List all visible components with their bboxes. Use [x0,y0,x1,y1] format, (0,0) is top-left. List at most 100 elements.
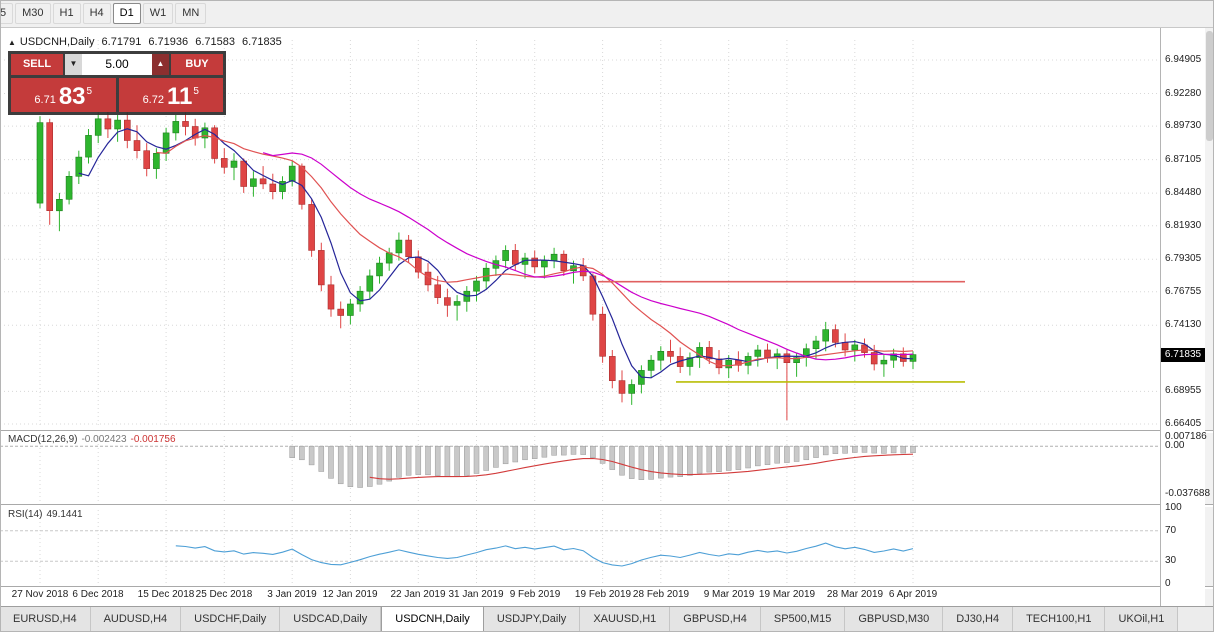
date-axis-label: 3 Jan 2019 [267,589,317,600]
macd-value-main: -0.002423 [81,434,127,445]
candle-body [705,347,713,360]
chart-tab-dj30-h4[interactable]: DJ30,H4 [943,607,1014,632]
candle-body [366,275,374,292]
candle-body [201,127,209,139]
macd-bar [716,445,722,472]
timeframe-button-h1[interactable]: H1 [52,3,81,24]
scrollbar-thumb[interactable] [1206,31,1213,141]
macd-bar [464,445,470,476]
buy-button[interactable]: BUY [171,54,223,75]
macd-axis-label: 0.007186 [1165,431,1207,442]
chart-tab-sp500-m15[interactable]: SP500,M15 [760,607,846,632]
chart-tab-xauusd-h1[interactable]: XAUUSD,H1 [580,607,671,632]
vertical-scrollbar[interactable] [1204,28,1214,606]
volume-decrease-button[interactable]: ▼ [65,54,82,75]
volume-increase-button[interactable]: ▲ [152,54,169,75]
candle-body [812,340,820,349]
macd-bar [890,445,897,454]
macd-bar [803,445,810,461]
buy-price-small: 6.72 [142,94,164,106]
macd-bar [881,445,887,454]
buy-price[interactable]: 6.72 11 5 [118,78,223,112]
macd-bar [590,445,596,459]
candle-body [608,356,616,381]
date-axis[interactable]: 27 Nov 2018 6 Dec 2018 15 Dec 2018 25 Dec 2… [0,589,1160,605]
timeframe-button-m30[interactable]: M30 [15,3,51,24]
date-axis-label: 15 Dec 2018 [137,589,195,600]
candle-body [851,344,859,351]
macd-bar [774,445,780,464]
candle-body [502,250,509,261]
macd-bar [580,445,586,455]
candle-body [317,250,325,286]
macd-bar [861,445,868,453]
candle-body [172,121,180,134]
macd-axis-label: -0.037688 [1165,488,1211,499]
macd-bar [541,445,548,458]
macd-bar [599,445,606,464]
sell-price-big: 83 [58,83,86,110]
rsi-axis-label: 30 [1165,555,1177,566]
candle-body [221,158,228,168]
macd-bar [813,445,819,458]
chart-tab-usdcnh-daily[interactable]: USDCNH,Daily [381,607,484,632]
macd-bar [434,445,441,476]
timeframe-button-w1[interactable]: W1 [142,3,174,24]
price-axis-label: 6.81930 [1165,220,1202,231]
chart-tab-audusd-h4[interactable]: AUDUSD,H4 [90,607,182,632]
rsi-pane-separator[interactable] [0,504,1214,507]
macd-bar [745,445,751,469]
sell-button[interactable]: SELL [11,54,63,75]
sell-price[interactable]: 6.71 83 5 [11,78,116,112]
timeframe-button-mn[interactable]: MN [175,3,207,24]
candle-body [832,329,839,343]
macd-bar [677,445,683,477]
macd-bar [367,445,373,487]
macd-bar [910,445,916,453]
chart-tab-ukoil-h1[interactable]: UKOil,H1 [1105,607,1179,632]
candle-body [453,301,461,306]
date-axis-label: 19 Mar 2019 [758,589,816,600]
macd-bar [522,445,528,461]
candle-body [686,357,694,367]
chart-tab-gbpusd-h4[interactable]: GBPUSD,H4 [670,607,761,632]
ohlc-close: 6.71835 [242,36,282,48]
candle-body [65,176,73,200]
rsi-value: 49.1441 [46,509,83,520]
timeframe-button-h4[interactable]: H4 [82,3,111,24]
ohlc-low: 6.71583 [195,36,235,48]
macd-pane-separator[interactable] [0,430,1214,433]
macd-bar [531,445,538,459]
candle-body [36,122,44,204]
chart-tab-eurusd-h4[interactable]: EURUSD,H4 [0,607,91,632]
macd-label: MACD(12,26,9) -0.002423 -0.001756 [8,434,176,445]
one-click-panel-toggle-icon[interactable]: ▲ [8,38,16,47]
chart-tab-bar: EURUSD,H4 AUDUSD,H4 USDCHF,Daily USDCAD,Dai… [0,606,1214,632]
candle-body [327,284,335,310]
rsi-axis-label: 100 [1165,502,1182,513]
timeframe-button-5[interactable]: 5 [0,3,14,24]
chart-tab-usdcad-daily[interactable]: USDCAD,Daily [280,607,382,632]
price-axis-label: 6.74130 [1165,319,1202,330]
candle-body [482,267,490,282]
chart-tab-usdjpy-daily[interactable]: USDJPY,Daily [483,607,581,632]
macd-bar [852,445,858,453]
macd-bar [396,445,402,478]
candle-body [337,308,345,316]
date-axis-label: 6 Dec 2018 [72,589,124,600]
macd-signal-line [369,453,914,480]
macd-bar [473,445,480,474]
date-axis-label: 28 Mar 2019 [826,589,884,600]
price-axis[interactable]: 6.94905 6.92280 6.89730 6.87105 6.84480 6.819… [1160,28,1210,606]
price-axis-label: 6.89730 [1165,120,1202,131]
volume-input[interactable]: 5.00 [82,54,152,75]
price-axis-label: 6.79305 [1165,253,1202,264]
rsi-axis-label: 0 [1165,578,1171,589]
chart-tab-gbpusd-m30[interactable]: GBPUSD,M30 [845,607,944,632]
date-axis-label: 6 Apr 2019 [888,589,938,600]
chart-tab-tech100-h1[interactable]: TECH100,H1 [1013,607,1106,632]
date-axis-label: 19 Feb 2019 [574,589,632,600]
chart-tab-usdchf-daily[interactable]: USDCHF,Daily [181,607,281,632]
date-axis-label: 25 Dec 2018 [195,589,253,600]
timeframe-button-d1[interactable]: D1 [112,3,141,24]
